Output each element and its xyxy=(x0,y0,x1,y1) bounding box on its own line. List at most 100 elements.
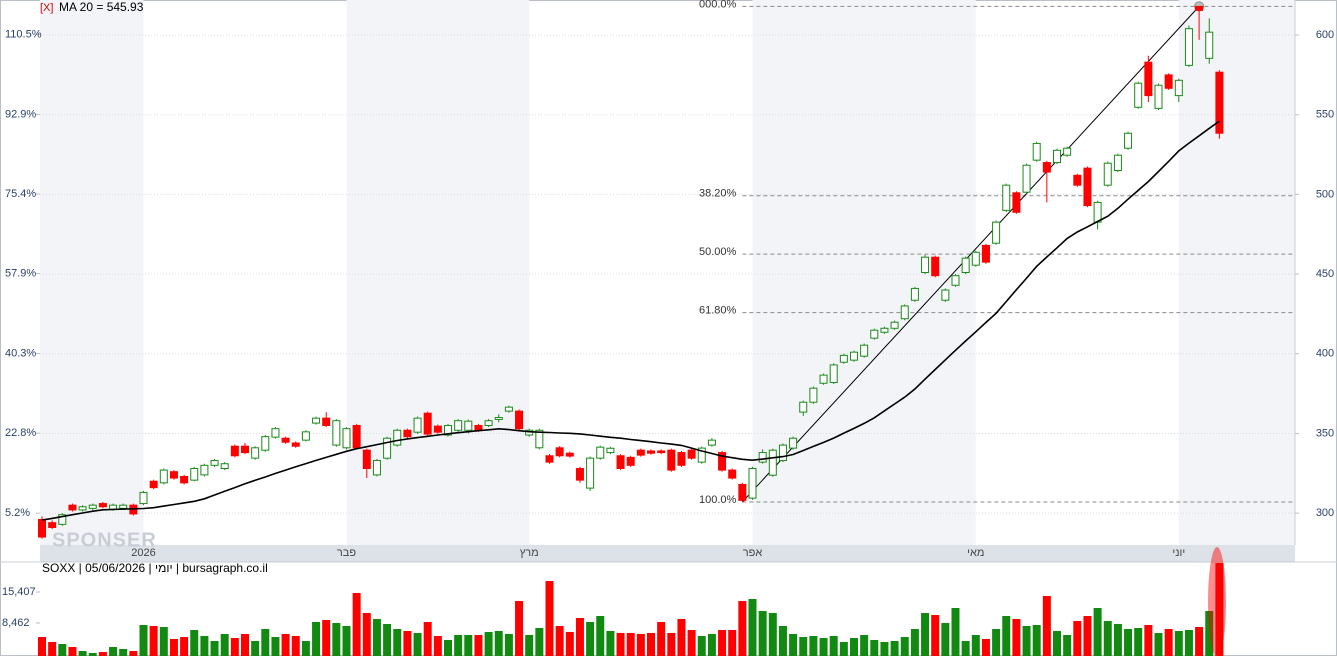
candle-body xyxy=(78,506,87,511)
candle-body xyxy=(322,417,331,426)
x-tick-label: אפר xyxy=(743,547,763,559)
candle-body xyxy=(1073,174,1082,186)
candle-body xyxy=(38,519,46,538)
volume-bar xyxy=(1124,629,1133,656)
candle-body xyxy=(687,449,696,459)
candle-body xyxy=(616,455,625,470)
volume-bar xyxy=(667,633,676,656)
volume-bar xyxy=(454,635,463,656)
candle-body xyxy=(1124,132,1133,149)
volume-bar xyxy=(271,637,280,656)
candle-body xyxy=(565,452,574,457)
highlight xyxy=(1208,547,1226,656)
volume-bar xyxy=(839,642,848,656)
x-tick-label: יוני xyxy=(1172,547,1185,559)
candle-body xyxy=(758,452,767,463)
volume-bar xyxy=(200,636,209,656)
candle-body xyxy=(68,504,77,511)
candle-body xyxy=(119,504,128,509)
y-tick-label: 450 xyxy=(1316,268,1334,280)
volume-bar xyxy=(758,611,767,656)
volume-bar xyxy=(992,629,1001,656)
volume-bar xyxy=(1032,625,1041,656)
volume-bar xyxy=(1083,616,1092,656)
candle-body xyxy=(474,424,483,431)
candle-body xyxy=(180,475,189,484)
candle-body xyxy=(332,420,341,446)
candle-body xyxy=(159,469,168,484)
candle-body xyxy=(707,439,716,446)
volume-bar xyxy=(819,638,828,656)
candle-body xyxy=(383,437,392,459)
candle-body xyxy=(910,287,919,301)
volume-bar xyxy=(586,622,595,656)
watermark: SPONSER xyxy=(52,529,157,551)
volume-bar xyxy=(738,601,747,656)
volume-bar xyxy=(900,637,909,656)
volume-bar xyxy=(687,630,696,656)
volume-bar xyxy=(596,616,605,656)
volume-bar xyxy=(809,636,818,656)
candle-body xyxy=(109,504,118,510)
volume-bar xyxy=(261,629,270,656)
volume-bar xyxy=(1215,563,1224,656)
volume-bar xyxy=(139,625,148,656)
x-tick-label: מרץ xyxy=(520,547,539,559)
candle-body xyxy=(555,447,564,457)
volume-bar xyxy=(931,615,940,656)
volume-bar xyxy=(525,635,534,656)
candle-body xyxy=(88,504,97,509)
volume-bar xyxy=(58,644,67,656)
candle-body xyxy=(1093,201,1102,223)
volume-bar xyxy=(565,632,574,656)
volume-bar xyxy=(413,633,422,656)
volume-bar xyxy=(778,626,787,656)
candle-body xyxy=(1134,82,1143,108)
candle-body xyxy=(748,468,757,499)
volume-bar xyxy=(484,632,493,656)
y2-tick-label: 110.5% xyxy=(5,28,42,40)
volume-bar xyxy=(515,601,524,656)
volume-bar xyxy=(575,618,584,656)
volume-bar xyxy=(850,638,858,656)
candle-body xyxy=(677,452,686,466)
candle-body xyxy=(1195,5,1204,11)
candle-body xyxy=(251,447,260,459)
volume-bar xyxy=(1063,635,1072,656)
candle-body xyxy=(941,289,950,301)
candle-body xyxy=(301,431,310,441)
candle-body xyxy=(444,424,452,436)
volume-bar xyxy=(504,634,513,656)
volume-bar xyxy=(910,629,919,656)
volume-bar xyxy=(383,624,392,656)
candle-body xyxy=(778,444,787,462)
month-band xyxy=(40,0,144,545)
candle-body xyxy=(636,449,645,456)
volume-bar xyxy=(921,613,930,656)
volume-bar xyxy=(860,635,869,656)
candle-body xyxy=(190,468,199,481)
candle-body xyxy=(494,417,503,420)
candle-body xyxy=(403,429,412,438)
candle-body xyxy=(1002,184,1011,211)
candle-body xyxy=(931,256,940,277)
volume-bar xyxy=(535,628,544,656)
volume-bar xyxy=(829,636,838,656)
volume-bar xyxy=(220,634,229,656)
close-button[interactable]: [X] xyxy=(40,2,53,14)
candle-body xyxy=(596,446,605,459)
volume-bar xyxy=(1144,625,1153,656)
volume-bar xyxy=(1113,624,1122,656)
candle-body xyxy=(504,406,513,412)
candle-body xyxy=(200,464,209,476)
fib-label: 000.0% xyxy=(699,0,737,10)
candle-body xyxy=(880,327,889,333)
volume-bar xyxy=(78,651,87,656)
candle-body xyxy=(829,364,838,383)
volume-bar xyxy=(626,633,635,656)
candle-body xyxy=(1022,164,1031,193)
volume-bar xyxy=(616,633,625,656)
candle-body xyxy=(971,251,980,266)
volume-bar xyxy=(332,623,341,656)
volume-bar xyxy=(474,635,483,656)
